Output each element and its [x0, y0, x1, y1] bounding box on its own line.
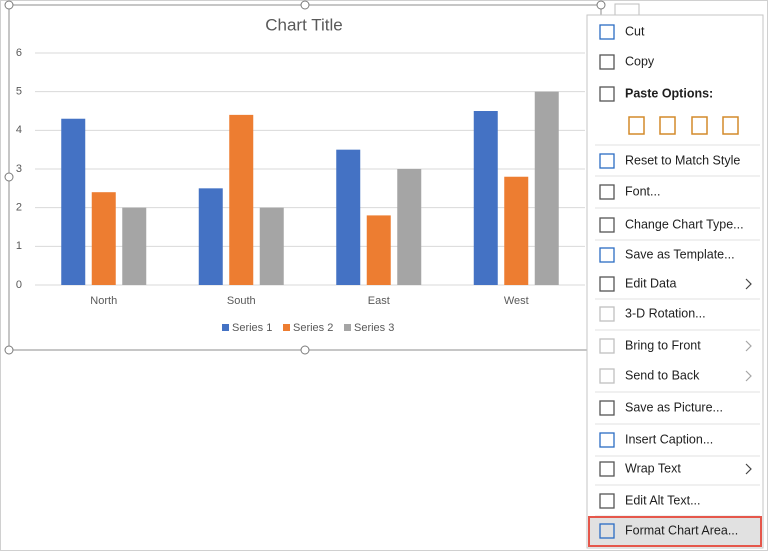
menu-item-label[interactable]: Copy [625, 54, 655, 68]
x-tick-label: North [90, 295, 117, 307]
paste-option-icons [628, 116, 739, 135]
menu-item-label[interactable]: Paste Options: [625, 86, 713, 100]
menu-icon [599, 153, 615, 169]
y-tick-label: 3 [16, 163, 22, 175]
bar [122, 207, 147, 285]
menu-icon [599, 523, 615, 539]
menu-item-label[interactable]: Save as Template... [625, 247, 735, 261]
y-tick-label: 1 [16, 240, 22, 252]
y-tick-label: 6 [16, 47, 22, 59]
menu-icon [599, 24, 615, 40]
menu-item-label[interactable]: Insert Caption... [625, 432, 713, 446]
menu-icon [599, 461, 615, 477]
menu-icon [599, 368, 615, 384]
menu-item-label[interactable]: Edit Data [625, 276, 676, 290]
paste-icon[interactable] [659, 116, 676, 135]
submenu-arrow [745, 340, 752, 352]
legend-swatch [344, 324, 351, 331]
menu-item-label: Send to Back [625, 368, 700, 382]
menu-icon [599, 184, 615, 200]
menu-highlight [588, 516, 762, 547]
selection-handles [4, 0, 606, 355]
menu-icon [599, 54, 615, 70]
y-tick-label: 4 [16, 124, 22, 136]
bar [473, 111, 498, 285]
paste-icon[interactable] [691, 116, 708, 135]
menu-icon [599, 276, 615, 292]
submenu-arrow [745, 278, 752, 290]
bar [534, 91, 559, 286]
bar [229, 114, 254, 285]
menu-icon [599, 86, 615, 102]
menu-item-label[interactable]: Reset to Match Style [625, 153, 740, 167]
bar [397, 169, 422, 285]
bar [91, 192, 116, 285]
bar [336, 149, 361, 285]
bar [61, 118, 86, 285]
submenu-arrow [745, 370, 752, 382]
legend-label: Series 3 [354, 322, 394, 334]
menu-icon [599, 400, 615, 416]
legend-label: Series 1 [232, 322, 272, 334]
menu-icon [599, 217, 615, 233]
paste-icon[interactable] [722, 116, 739, 135]
legend-swatch [283, 324, 290, 331]
menu-item-label[interactable]: Change Chart Type... [625, 217, 744, 231]
menu-item-label[interactable]: Edit Alt Text... [625, 493, 701, 507]
menu-item-label[interactable]: Cut [625, 24, 645, 38]
y-tick-label: 5 [16, 86, 22, 98]
menu-icon [599, 247, 615, 263]
menu-icon [599, 432, 615, 448]
menu-item-label: Bring to Front [625, 338, 701, 352]
paste-icon[interactable] [628, 116, 645, 135]
legend-label: Series 2 [293, 322, 333, 334]
chart-title: Chart Title [265, 15, 342, 34]
x-tick-label: West [504, 295, 529, 307]
menu-icon [599, 493, 615, 509]
y-tick-label: 2 [16, 202, 22, 214]
bar [259, 207, 284, 285]
bar [198, 188, 223, 285]
legend-swatch [222, 324, 229, 331]
bar [366, 215, 391, 285]
x-tick-label: South [227, 295, 256, 307]
x-tick-label: East [368, 295, 390, 307]
menu-item-label[interactable]: Font... [625, 184, 660, 198]
chart-area[interactable] [8, 4, 602, 351]
menu-icon [599, 338, 615, 354]
bar [504, 176, 529, 285]
menu-item-label[interactable]: Wrap Text [625, 461, 681, 475]
context-menu [586, 14, 764, 549]
menu-item-label[interactable]: Save as Picture... [625, 400, 723, 414]
menu-item-label[interactable]: Format Chart Area... [625, 523, 738, 537]
y-tick-label: 0 [16, 279, 22, 291]
menu-icon [599, 306, 615, 322]
menu-item-label: 3-D Rotation... [625, 306, 706, 320]
submenu-arrow [745, 463, 752, 475]
